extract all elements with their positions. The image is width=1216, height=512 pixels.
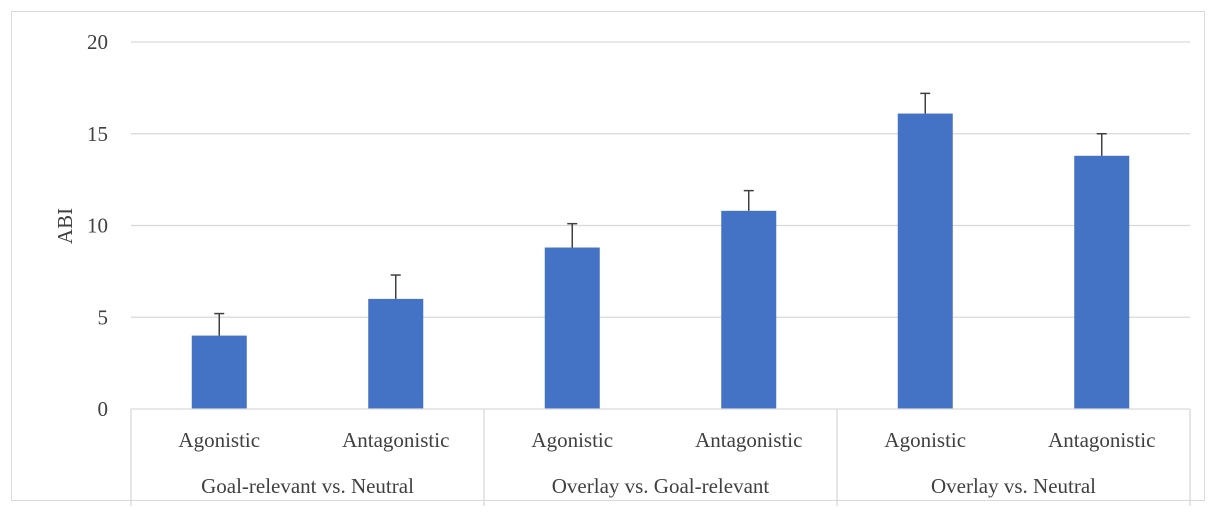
x-category-label: Agonistic — [178, 428, 260, 452]
x-group-label: Goal-relevant vs. Neutral — [201, 474, 414, 498]
x-category-label: Antagonistic — [342, 428, 449, 452]
x-category-label: Antagonistic — [695, 428, 802, 452]
bar — [191, 335, 247, 409]
y-tick-label: 20 — [87, 30, 108, 54]
bar — [897, 113, 953, 409]
axes — [130, 408, 1191, 506]
x-category-label: Agonistic — [531, 428, 613, 452]
y-tick-label: 15 — [87, 122, 108, 146]
y-tick-label: 10 — [87, 214, 108, 238]
bar — [1074, 155, 1130, 409]
bars — [191, 92, 1130, 409]
bar — [721, 210, 777, 409]
y-tick-label: 0 — [98, 397, 109, 421]
chart-area — [11, 11, 1205, 501]
y-tick-label: 5 — [98, 305, 109, 329]
x-category-label: Agonistic — [884, 428, 966, 452]
x-group-label: Overlay vs. Neutral — [931, 474, 1096, 498]
x-group-label: Overlay vs. Goal-relevant — [552, 474, 770, 498]
gridlines — [131, 41, 1190, 318]
bar — [544, 247, 600, 409]
y-axis-title: ABI — [53, 208, 77, 244]
x-category-label: Antagonistic — [1048, 428, 1155, 452]
labels: 0 5 10 15 20 Agonistic Antagonistic Agonistic An… — [87, 30, 1155, 498]
bar — [368, 298, 424, 409]
